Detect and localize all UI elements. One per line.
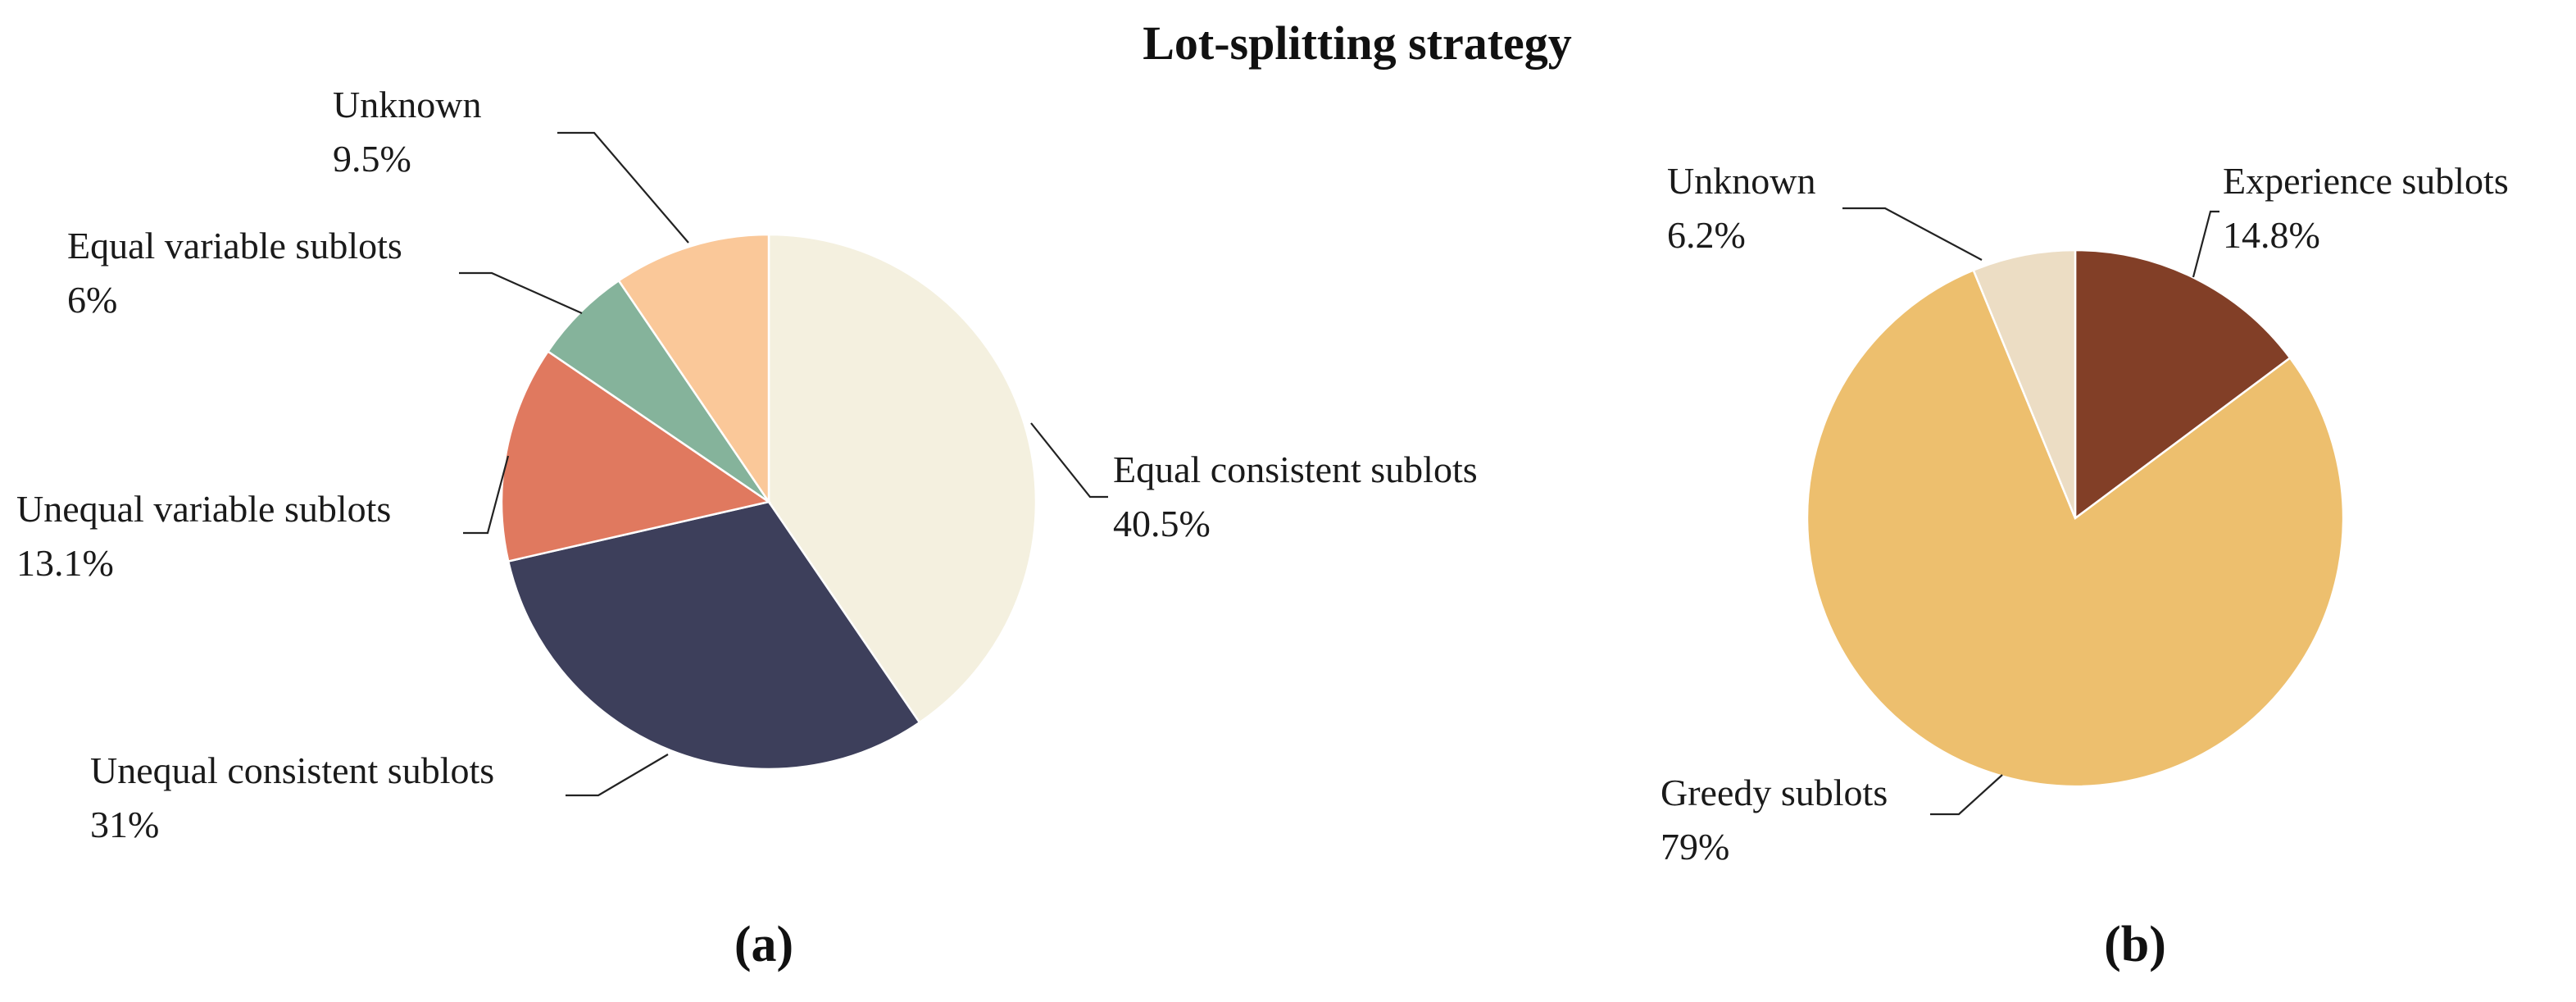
pie-b-label-greedy-sublots: Greedy sublots: [1661, 772, 1888, 813]
pie-b-leader-experience-sublots: [2192, 210, 2219, 278]
pie-a-slice-unequal-consistent-sublots: [507, 500, 921, 771]
pie-a-leader-equal-consistent-sublots: [1030, 422, 1108, 499]
pie-b-label-experience-sublots: Experience sublots: [2223, 160, 2509, 202]
pie-a-label-unknown: Unknown: [333, 84, 481, 125]
panel-label-b: (b): [2104, 917, 2166, 972]
pie-b-leader-lines: [1842, 207, 2219, 816]
pie-a-slice-equal-consistent-sublots: [767, 233, 1038, 724]
pie-a-value-equal-consistent-sublots: 40.5%: [1113, 503, 1211, 544]
pie-a-leader-unequal-consistent-sublots: [566, 754, 669, 797]
pie-b-labels: Experience sublots 14.8% Greedy sublots 79%…: [1661, 160, 2509, 868]
pie-a-leader-unknown: [557, 131, 689, 244]
pie-a-labels: Equal consistent sublots 40.5% Unequal con…: [16, 84, 1478, 845]
pie-b-value-greedy-sublots: 79%: [1661, 826, 1729, 868]
panel-label-a: (a): [734, 917, 793, 972]
pie-a-slice-unknown: [617, 233, 770, 506]
pie-a-leader-equal-variable-sublots: [459, 271, 583, 315]
pie-chart-a: Equal consistent sublots 40.5% Unequal con…: [16, 84, 1478, 972]
pie-b-slice-experience-sublots: [2074, 248, 2292, 521]
pie-a-slice-unequal-variable-sublots: [500, 349, 772, 563]
pie-a-label-unequal-consistent-sublots: Unequal consistent sublots: [90, 749, 494, 791]
pie-a-value-unequal-variable-sublots: 13.1%: [16, 542, 114, 584]
pie-b-slice-greedy-sublots: [1806, 268, 2345, 788]
pie-a-value-unequal-consistent-sublots: 31%: [90, 804, 159, 845]
pie-a-value-equal-variable-sublots: 6%: [67, 279, 117, 321]
pie-b-leader-greedy-sublots: [1930, 774, 2003, 816]
pie-a-value-unknown: 9.5%: [333, 138, 411, 180]
pie-a-label-equal-variable-sublots: Equal variable sublots: [67, 225, 402, 266]
pie-b-slices: [1806, 248, 2345, 788]
pie-a-label-equal-consistent-sublots: Equal consistent sublots: [1113, 449, 1478, 490]
figure-title: Lot-splitting strategy: [1143, 16, 1572, 70]
pie-b-leader-unknown: [1842, 207, 1983, 261]
pie-b-label-unknown: Unknown: [1667, 160, 1815, 202]
pie-chart-b: Experience sublots 14.8% Greedy sublots 79%…: [1661, 160, 2509, 972]
pie-a-slices: [500, 233, 1038, 771]
pie-a-label-unequal-variable-sublots: Unequal variable sublots: [16, 488, 391, 530]
pie-b-value-unknown: 6.2%: [1667, 214, 1746, 256]
pie-b-value-experience-sublots: 14.8%: [2223, 214, 2320, 256]
pie-b-slice-unknown: [1972, 248, 2077, 519]
pie-a-leader-lines: [459, 131, 1108, 797]
pie-a-leader-unequal-variable-sublots: [463, 455, 510, 535]
